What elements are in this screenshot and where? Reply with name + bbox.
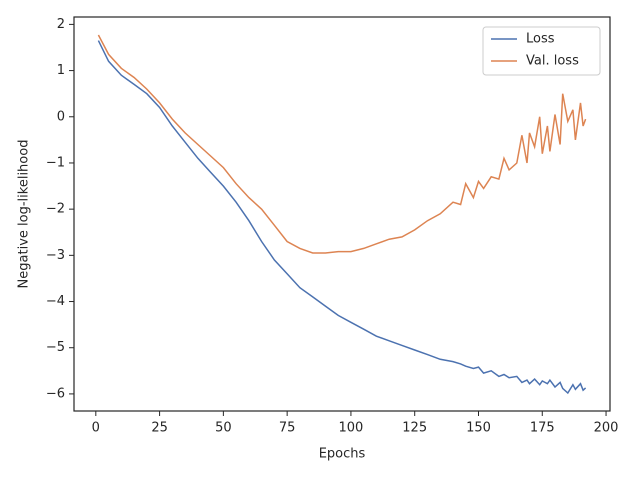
x-tick-label: 0 [92, 421, 100, 436]
x-tick-label: 100 [339, 421, 364, 436]
x-tick-label: 125 [402, 421, 427, 436]
x-tick-label: 75 [279, 421, 296, 436]
plot-frame [73, 16, 611, 412]
x-tick-label: 50 [215, 421, 232, 436]
x-tick-label: 25 [151, 421, 168, 436]
x-tick-label: 150 [466, 421, 491, 436]
x-tick-label: 200 [594, 421, 619, 436]
legend-label: Val. loss [526, 54, 579, 69]
y-tick-label: −4 [46, 294, 65, 309]
y-axis-label: Negative log-likelihood [17, 140, 32, 289]
y-tick-label: 1 [57, 63, 65, 78]
x-tick-label: 175 [530, 421, 555, 436]
y-tick-label: −5 [46, 340, 65, 355]
y-tick-label: −1 [46, 155, 65, 170]
y-tick-label: −2 [46, 202, 65, 217]
x-axis-label: Epochs [319, 447, 366, 462]
legend-label: Loss [526, 32, 555, 47]
y-tick-label: 0 [57, 109, 65, 124]
y-tick-label: −3 [46, 248, 65, 263]
series-line [97, 34, 587, 254]
y-tick-label: 2 [57, 17, 65, 32]
series-line [97, 40, 587, 395]
y-tick-label: −6 [46, 386, 65, 401]
